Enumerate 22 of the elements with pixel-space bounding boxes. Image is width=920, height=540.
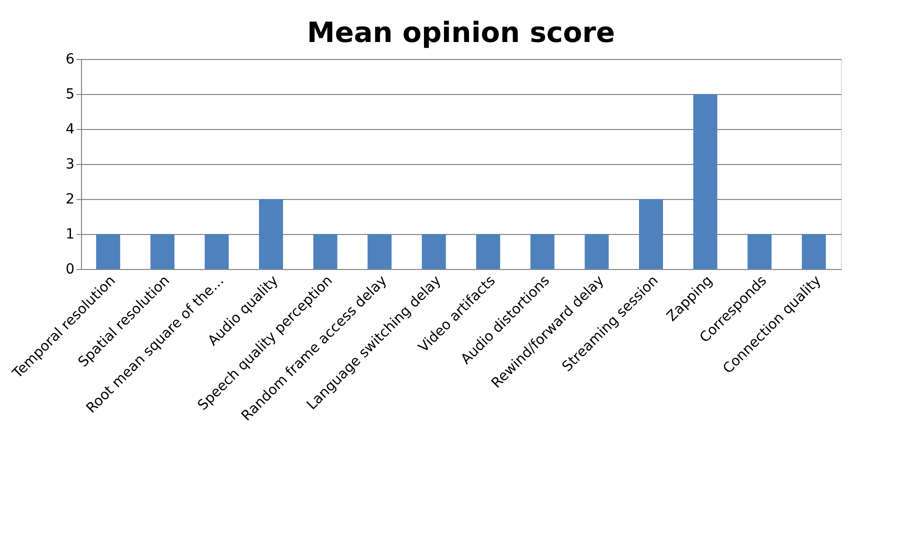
bar: [476, 234, 500, 269]
y-tick-label: 3: [66, 156, 74, 172]
y-tick-label: 2: [66, 192, 74, 208]
y-tick-label: 6: [66, 52, 75, 68]
bar: [802, 234, 826, 269]
y-tick-label: 4: [66, 122, 75, 138]
bar: [422, 234, 446, 269]
y-tick-label: 1: [66, 226, 74, 242]
bar: [204, 234, 229, 269]
y-tick-label: 5: [66, 86, 74, 102]
bar: [313, 234, 338, 269]
bar: [693, 94, 718, 269]
bar: [96, 234, 120, 269]
bar: [368, 234, 392, 269]
bar: [259, 199, 283, 269]
bar: [748, 234, 772, 269]
bar: [584, 234, 609, 269]
y-tick-label: 0: [66, 262, 74, 278]
bar: [530, 234, 554, 269]
chart-title: Mean opinion score: [306, 16, 616, 49]
bar: [639, 199, 663, 269]
bar: [150, 234, 174, 269]
